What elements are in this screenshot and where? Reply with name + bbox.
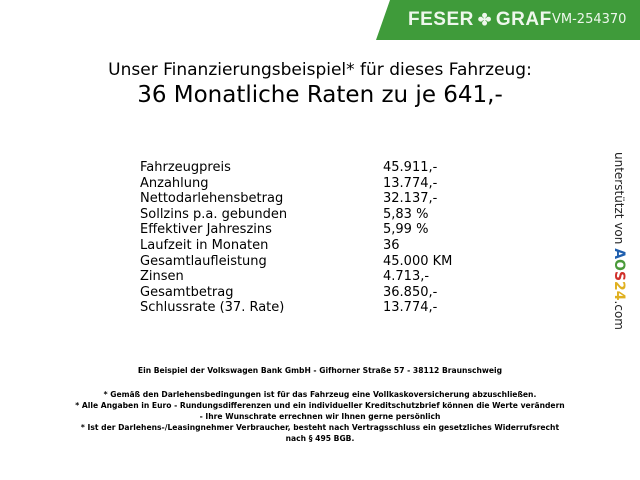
financing-table: Fahrzeugpreis 45.911,- Anzahlung 13.774,- …: [140, 160, 480, 316]
table-row: Laufzeit in Monaten 36: [140, 238, 480, 254]
table-row: Fahrzeugpreis 45.911,-: [140, 160, 480, 176]
table-row: Schlussrate (37. Rate) 13.774,-: [140, 300, 480, 316]
row-value: 5,99 %: [383, 222, 429, 238]
row-label: Fahrzeugpreis: [140, 160, 231, 175]
row-label: Gesamtlaufleistung: [140, 253, 267, 269]
row-label: Schlussrate (37. Rate): [140, 300, 285, 316]
row-value: 36.850,-: [383, 284, 438, 300]
row-label: Gesamtbetrag: [140, 284, 234, 300]
footnote: - Ihre Wunschrate errechnen wir Ihnen ge…: [199, 412, 441, 421]
table-row: Nettodarlehensbetrag 32.137,-: [140, 191, 480, 207]
clover-icon: ✤: [477, 12, 492, 29]
row-value: 13.774,-: [383, 300, 438, 316]
row-label: Nettodarlehensbetrag: [140, 191, 284, 207]
aos24-logo: AOS24: [611, 248, 627, 301]
table-row: Gesamtbetrag 36.850,-: [140, 285, 480, 301]
brand-logo: FESER ✤ GRAF: [408, 9, 552, 31]
row-label: Anzahlung: [140, 175, 209, 191]
row-value: 5,83 %: [383, 206, 429, 222]
monthly-rate-headline: 36 Monatliche Raten zu je 641,-: [137, 82, 503, 108]
footnote: * Gemäß den Darlehensbedingungen ist für…: [103, 390, 537, 399]
table-row: Anzahlung 13.774,-: [140, 176, 480, 192]
row-value: 32.137,-: [383, 191, 438, 207]
table-row: Gesamtlaufleistung 45.000 KM: [140, 254, 480, 270]
brand-name-right: GRAF: [495, 9, 552, 30]
table-row: Sollzins p.a. gebunden 5,83 %: [140, 207, 480, 223]
table-row: Zinsen 4.713,-: [140, 269, 480, 285]
row-value: 4.713,-: [383, 269, 430, 285]
supported-by-text: unterstützt von: [612, 152, 626, 245]
row-label: Zinsen: [140, 269, 184, 285]
row-value: 13.774,-: [383, 175, 438, 191]
table-row: Effektiver Jahreszins 5,99 %: [140, 222, 480, 238]
vehicle-id: VM-254370: [552, 12, 627, 27]
footnotes: * Gemäß den Darlehensbedingungen ist für…: [0, 389, 640, 444]
footnote: nach § 495 BGB.: [285, 434, 355, 443]
bank-info: Ein Beispiel der Volkswagen Bank GmbH - …: [137, 366, 503, 375]
supported-by-suffix: .com: [612, 300, 626, 330]
row-value: 45.911,-: [383, 160, 438, 175]
brand-banner: [376, 0, 640, 40]
row-label: Effektiver Jahreszins: [140, 222, 272, 238]
row-value: 45.000 KM: [383, 253, 453, 269]
footnote: * Alle Angaben in Euro - Rundungsdiffere…: [75, 401, 565, 410]
supported-by: unterstützt von AOS24.com: [611, 152, 627, 330]
row-label: Laufzeit in Monaten: [140, 237, 269, 253]
title: Unser Finanzierungsbeispiel* für dieses …: [108, 60, 532, 80]
brand-name-left: FESER: [408, 9, 474, 30]
row-label: Sollzins p.a. gebunden: [140, 206, 288, 222]
footnote: * Ist der Darlehens-/Leasingnehmer Verbr…: [80, 423, 560, 432]
row-value: 36: [383, 237, 400, 253]
